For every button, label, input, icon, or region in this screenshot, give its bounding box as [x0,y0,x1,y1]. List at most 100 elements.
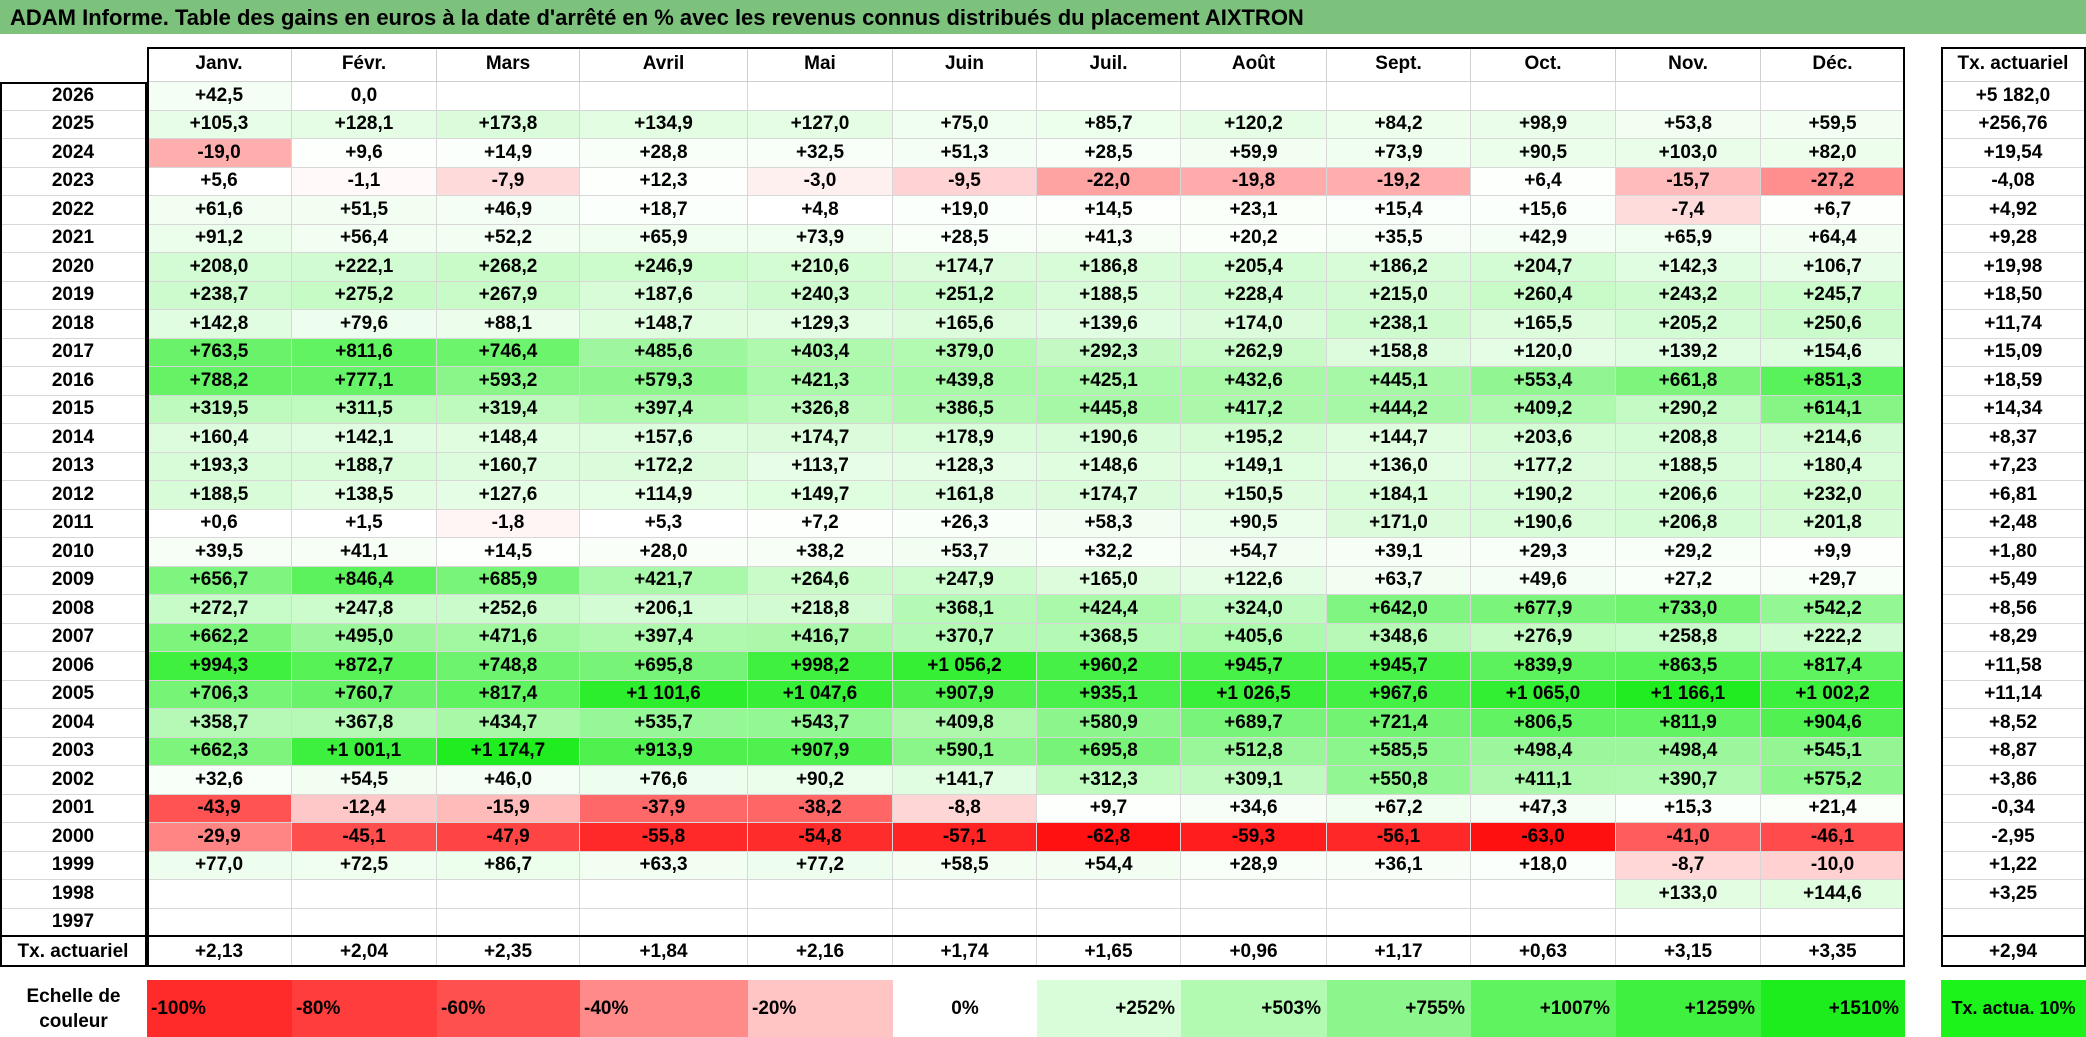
value-cell: +205,2 [1616,310,1761,339]
value-cell: +54,7 [1181,538,1327,567]
tx-cell: +11,74 [1941,310,2086,339]
value-cell: -3,0 [748,167,893,196]
value-cell: +129,3 [748,310,893,339]
value-cell [1616,82,1761,111]
value-cell: +15,6 [1471,196,1616,225]
tx-cell: +8,37 [1941,424,2086,453]
value-cell: +65,9 [580,224,748,253]
year-label: 2019 [0,281,147,310]
value-cell: +370,7 [893,623,1037,652]
value-cell: +90,5 [1181,509,1327,538]
value-cell: +190,6 [1037,424,1181,453]
footer-value: +2,13 [147,937,292,967]
value-cell: +904,6 [1761,709,1905,738]
value-cell: +232,0 [1761,481,1905,510]
value-cell: +65,9 [1616,224,1761,253]
value-cell: +432,6 [1181,367,1327,396]
value-cell: +250,6 [1761,310,1905,339]
value-cell [1616,908,1761,937]
month-header: Juil. [1037,47,1181,82]
value-cell: +56,4 [292,224,437,253]
year-label: 2003 [0,737,147,766]
value-cell [1471,880,1616,909]
value-cell: -1,1 [292,167,437,196]
value-cell: +222,1 [292,253,437,282]
value-cell: +128,1 [292,110,437,139]
value-cell: +51,3 [893,139,1037,168]
value-cell: +63,3 [580,851,748,880]
value-cell: +171,0 [1327,509,1471,538]
value-cell: +29,3 [1471,538,1616,567]
value-cell: +685,9 [437,566,580,595]
value-cell: +550,8 [1327,766,1471,795]
value-cell: +264,6 [748,566,893,595]
value-cell: +173,8 [437,110,580,139]
value-cell: +165,0 [1037,566,1181,595]
value-cell: +445,8 [1037,395,1181,424]
value-cell: +247,9 [893,566,1037,595]
value-cell: +184,1 [1327,481,1471,510]
value-cell: +63,7 [1327,566,1471,595]
value-cell: +662,3 [147,737,292,766]
value-cell: +275,2 [292,281,437,310]
value-cell: +872,7 [292,652,437,681]
value-cell: +14,5 [437,538,580,567]
value-cell: +128,3 [893,452,1037,481]
value-cell: +6,7 [1761,196,1905,225]
value-cell: +806,5 [1471,709,1616,738]
title-bar: ADAM Informe. Table des gains en euros à… [0,0,2086,36]
value-cell: +27,2 [1616,566,1761,595]
tx-cell: +19,54 [1941,139,2086,168]
value-cell: +4,8 [748,196,893,225]
tx-cell: +9,28 [1941,224,2086,253]
month-header: Mai [748,47,893,82]
value-cell: -19,2 [1327,167,1471,196]
value-cell: +148,6 [1037,452,1181,481]
tx-cell: +8,29 [1941,623,2086,652]
value-cell: -45,1 [292,823,437,852]
value-cell: +58,5 [893,851,1037,880]
value-cell: -10,0 [1761,851,1905,880]
value-cell: +444,2 [1327,395,1471,424]
legend-swatch: +755% [1327,980,1471,1037]
value-cell: +79,6 [292,310,437,339]
value-cell [437,880,580,909]
value-cell: +188,5 [1616,452,1761,481]
tx-cell: +5 182,0 [1941,82,2086,111]
value-cell: +38,2 [748,538,893,567]
month-header: Août [1181,47,1327,82]
value-cell: +114,9 [580,481,748,510]
value-cell: +998,2 [748,652,893,681]
value-cell: +178,9 [893,424,1037,453]
value-cell: -29,9 [147,823,292,852]
value-cell: +575,2 [1761,766,1905,795]
value-cell: +103,0 [1616,139,1761,168]
footer-value: +1,84 [580,937,748,967]
year-label: 2021 [0,224,147,253]
value-cell: +1 166,1 [1616,680,1761,709]
value-cell [147,880,292,909]
value-cell: +42,9 [1471,224,1616,253]
value-cell: +656,7 [147,566,292,595]
value-cell: -15,7 [1616,167,1761,196]
legend-swatch: 0% [893,980,1037,1037]
tx-cell [1941,908,2086,937]
tx-header: Tx. actuariel [1941,47,2086,82]
value-cell [893,82,1037,111]
value-cell: +72,5 [292,851,437,880]
value-cell: +144,6 [1761,880,1905,909]
value-cell: -1,8 [437,509,580,538]
year-label: 1998 [0,880,147,909]
value-cell: +141,7 [893,766,1037,795]
value-cell: +39,1 [1327,538,1471,567]
tx-cell: +6,81 [1941,481,2086,510]
tx-cell: +11,14 [1941,680,2086,709]
value-cell: +245,7 [1761,281,1905,310]
value-cell: +397,4 [580,623,748,652]
value-cell: +535,7 [580,709,748,738]
value-cell [893,880,1037,909]
tx-cell: +1,80 [1941,538,2086,567]
year-label: 1999 [0,851,147,880]
year-label: 1997 [0,908,147,937]
value-cell: +51,5 [292,196,437,225]
